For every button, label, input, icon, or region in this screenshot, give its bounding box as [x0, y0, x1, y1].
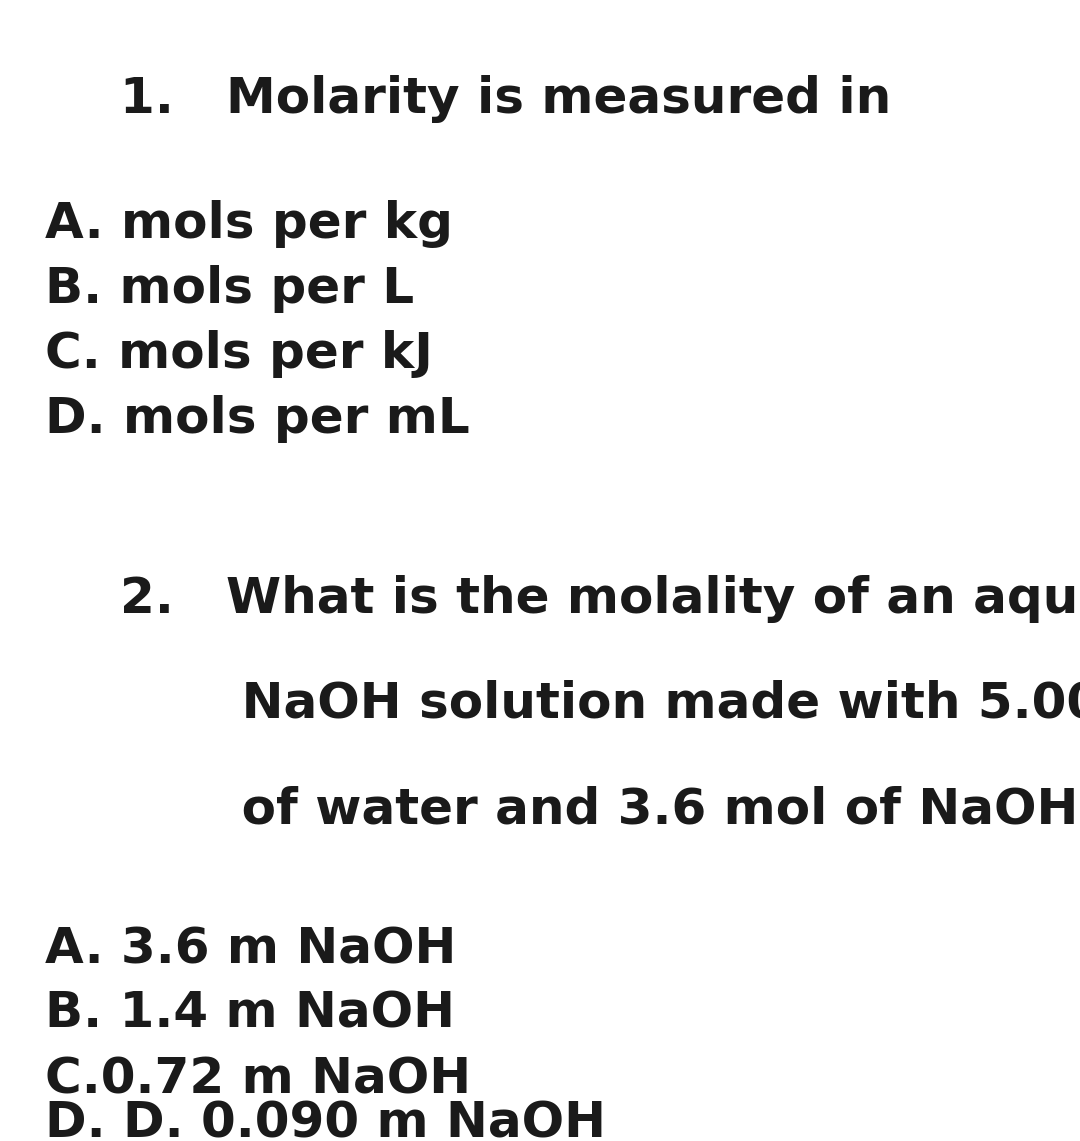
Text: 1.   Molarity is measured in: 1. Molarity is measured in [120, 75, 891, 123]
Text: A. 3.6 m NaOH: A. 3.6 m NaOH [45, 925, 457, 973]
Text: C. mols per kJ: C. mols per kJ [45, 330, 433, 378]
Text: D. mols per mL: D. mols per mL [45, 395, 470, 443]
Text: 2.   What is the molality of an aqueous: 2. What is the molality of an aqueous [120, 575, 1080, 623]
Text: A. mols per kg: A. mols per kg [45, 200, 453, 248]
Text: B. 1.4 m NaOH: B. 1.4 m NaOH [45, 990, 455, 1038]
Text: of water and 3.6 mol of NaOH?: of water and 3.6 mol of NaOH? [120, 785, 1080, 833]
Text: NaOH solution made with 5.00 kg: NaOH solution made with 5.00 kg [120, 680, 1080, 728]
Text: D. D. 0.090 m NaOH: D. D. 0.090 m NaOH [45, 1100, 606, 1141]
Text: B. mols per L: B. mols per L [45, 265, 414, 313]
Text: C.0.72 m NaOH: C.0.72 m NaOH [45, 1055, 471, 1103]
